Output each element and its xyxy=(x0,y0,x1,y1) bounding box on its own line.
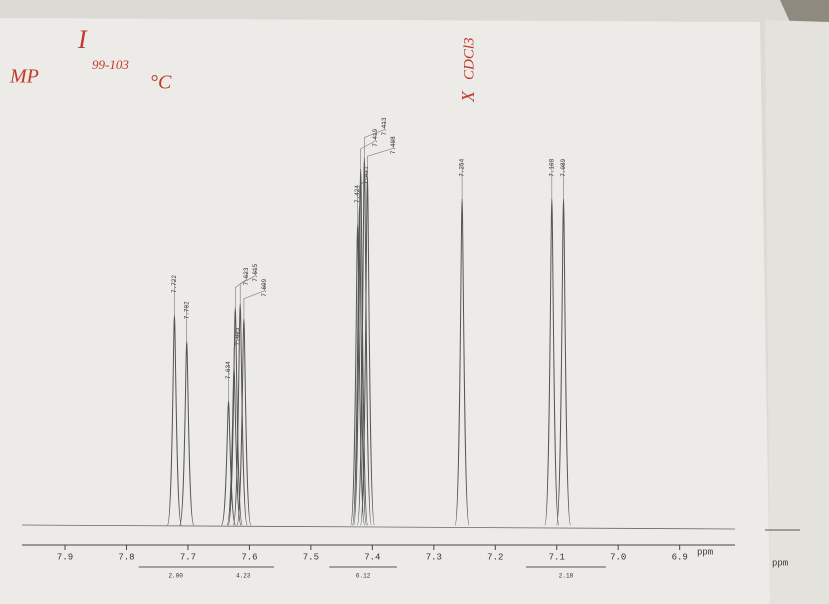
peak-label: 7.615 xyxy=(252,263,259,281)
x-tick-label: 7.4 xyxy=(364,552,380,562)
x-tick-label: 7.5 xyxy=(303,552,319,562)
peak-label: 7.424 xyxy=(354,185,361,203)
integral-label: 4.23 xyxy=(236,573,251,580)
x-tick-label: 7.7 xyxy=(180,552,196,562)
paper xyxy=(0,18,770,604)
x-tick-label: 7.6 xyxy=(241,552,257,562)
paper-side xyxy=(765,20,829,604)
peak-leader xyxy=(243,282,265,319)
peak-label: 7.702 xyxy=(183,301,190,319)
peak-leader xyxy=(367,140,394,177)
x-tick-label: 7.2 xyxy=(487,552,503,562)
peak-label: 7.623 xyxy=(243,267,250,285)
integral-label: 2.18 xyxy=(559,573,574,580)
peak-label: 7.722 xyxy=(171,275,178,293)
x-tick-label: 7.9 xyxy=(57,552,73,562)
x-tick-label: 7.1 xyxy=(549,552,565,562)
peak-leader xyxy=(359,170,367,207)
mp-unit: °C xyxy=(150,72,172,94)
x-axis-label: ppm xyxy=(697,547,713,557)
peak-leader xyxy=(239,267,256,304)
x-tick-label: 7.8 xyxy=(118,552,134,562)
baseline xyxy=(21,524,736,530)
peak-label: 7.421 xyxy=(363,166,370,184)
peak-leader xyxy=(364,121,385,158)
peak-label: 7.408 xyxy=(390,136,397,154)
compound-number: I xyxy=(77,25,88,54)
x-tick-label: 6.9 xyxy=(672,552,688,562)
peak-label: 7.609 xyxy=(261,278,268,296)
peak-label: 7.625 xyxy=(234,327,241,345)
peak-label: 7.413 xyxy=(381,117,388,135)
solvent-mark: X xyxy=(458,90,478,103)
peak-label: 7.089 xyxy=(560,158,567,176)
peak-label: 7.634 xyxy=(225,361,232,379)
peak-label: 7.419 xyxy=(372,128,379,146)
peak-leader xyxy=(360,132,376,169)
x-tick-label: 7.0 xyxy=(610,552,626,562)
peak-label: 7.108 xyxy=(548,158,555,176)
peak-label: 7.254 xyxy=(459,158,466,176)
x-tick-label: 7.3 xyxy=(426,552,442,562)
solvent-label: CDCl3 xyxy=(461,37,477,80)
mp-label: MP xyxy=(9,66,39,88)
integral-label: 2.00 xyxy=(168,573,183,580)
mp-range: 99-103 xyxy=(92,57,129,72)
integral-label: 6.12 xyxy=(356,573,371,580)
x-axis-label-next-page: ppm xyxy=(772,558,788,568)
